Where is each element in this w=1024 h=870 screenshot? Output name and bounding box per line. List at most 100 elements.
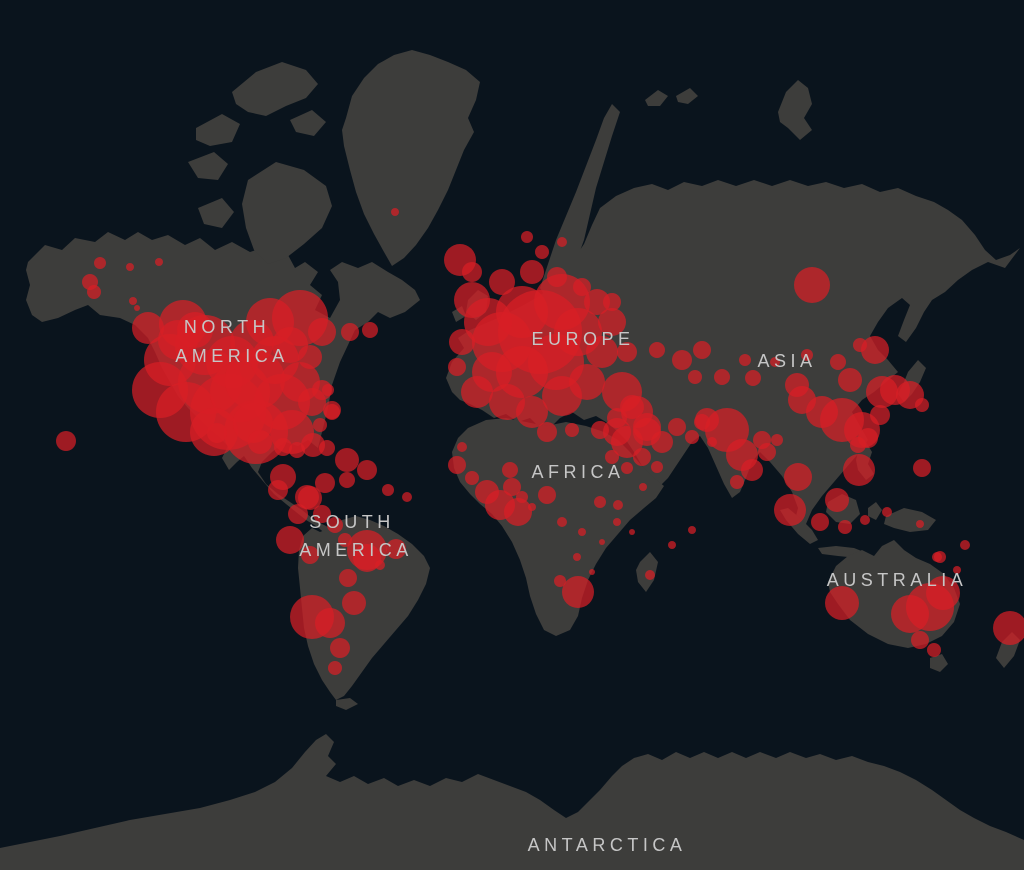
case-bubble[interactable] [547,267,567,287]
case-bubble[interactable] [323,401,341,419]
case-bubble[interactable] [272,327,308,363]
case-bubble[interactable] [339,472,355,488]
case-bubble[interactable] [745,370,761,386]
case-bubble[interactable] [573,553,581,561]
case-bubble[interactable] [535,245,549,259]
case-bubble[interactable] [771,434,783,446]
case-bubble[interactable] [739,354,751,366]
case-bubble[interactable] [911,631,929,649]
case-bubble[interactable] [375,560,385,570]
case-bubble[interactable] [520,260,544,284]
case-bubble[interactable] [843,454,875,486]
case-bubble[interactable] [537,422,557,442]
case-bubble[interactable] [357,460,377,480]
case-bubble[interactable] [319,440,335,456]
case-bubble[interactable] [132,312,164,344]
case-bubble[interactable] [633,448,651,466]
case-bubble[interactable] [503,478,521,496]
case-bubble[interactable] [913,459,931,477]
case-bubble[interactable] [926,576,960,610]
case-bubble[interactable] [882,507,892,517]
case-bubble[interactable] [603,293,621,311]
case-bubble[interactable] [56,431,76,451]
case-bubble[interactable] [785,373,809,397]
case-bubble[interactable] [617,342,637,362]
case-bubble[interactable] [308,318,336,346]
case-bubble[interactable] [448,358,466,376]
case-bubble[interactable] [461,376,493,408]
case-bubble[interactable] [248,430,272,454]
case-bubble[interactable] [960,540,970,550]
case-bubble[interactable] [335,448,359,472]
case-bubble[interactable] [516,396,548,428]
case-bubble[interactable] [620,395,644,419]
case-bubble[interactable] [830,354,846,370]
case-bubble[interactable] [598,308,626,336]
case-bubble[interactable] [289,442,305,458]
case-bubble[interactable] [313,505,331,523]
case-bubble[interactable] [573,278,591,296]
case-bubble[interactable] [462,262,482,282]
case-bubble[interactable] [633,413,661,441]
case-bubble[interactable] [565,423,579,437]
case-bubble[interactable] [342,591,366,615]
case-bubble[interactable] [339,569,357,587]
case-bubble[interactable] [504,498,532,526]
case-bubble[interactable] [382,484,394,496]
case-bubble[interactable] [838,368,862,392]
case-bubble[interactable] [861,336,889,364]
case-bubble[interactable] [714,369,730,385]
case-bubble[interactable] [591,421,609,439]
case-bubble[interactable] [651,431,673,453]
case-bubble[interactable] [801,349,813,361]
case-bubble[interactable] [953,566,961,574]
case-bubble[interactable] [915,398,929,412]
case-bubble[interactable] [449,329,475,355]
case-bubble[interactable] [391,208,399,216]
case-bubble[interactable] [489,384,525,420]
case-bubble[interactable] [629,529,635,535]
case-bubble[interactable] [688,526,696,534]
case-bubble[interactable] [770,357,780,367]
case-bubble[interactable] [688,370,702,384]
case-bubble[interactable] [613,518,621,526]
case-bubble[interactable] [639,483,647,491]
case-bubble[interactable] [301,546,319,564]
case-bubble[interactable] [613,500,623,510]
case-bubble[interactable] [298,486,322,510]
case-bubble[interactable] [730,475,744,489]
case-bubble[interactable] [668,418,686,436]
case-bubble[interactable] [134,305,140,311]
case-bubble[interactable] [586,336,618,368]
case-bubble[interactable] [605,450,619,464]
case-bubble[interactable] [927,643,941,657]
case-bubble[interactable] [668,541,676,549]
case-bubble[interactable] [693,341,711,359]
case-bubble[interactable] [330,638,350,658]
case-bubble[interactable] [584,289,610,315]
case-bubble[interactable] [276,526,304,554]
case-bubble[interactable] [362,322,378,338]
case-bubble[interactable] [341,323,359,341]
case-bubble[interactable] [811,513,829,531]
case-bubble[interactable] [645,570,655,580]
case-bubble[interactable] [502,462,518,478]
case-bubble[interactable] [870,405,890,425]
case-bubble[interactable] [386,539,406,559]
case-bubble[interactable] [651,461,663,473]
case-bubble[interactable] [465,471,479,485]
case-bubble[interactable] [457,442,467,452]
case-bubble[interactable] [794,267,830,303]
case-bubble[interactable] [891,595,929,633]
case-bubble[interactable] [313,418,327,432]
case-bubble[interactable] [557,237,567,247]
case-bubble[interactable] [916,520,924,528]
case-bubble[interactable] [649,342,665,358]
case-bubble[interactable] [301,433,325,457]
case-bubble[interactable] [448,456,466,474]
case-bubble[interactable] [177,312,213,348]
case-bubble[interactable] [155,258,163,266]
case-bubble[interactable] [315,608,345,638]
case-bubble[interactable] [489,269,515,295]
